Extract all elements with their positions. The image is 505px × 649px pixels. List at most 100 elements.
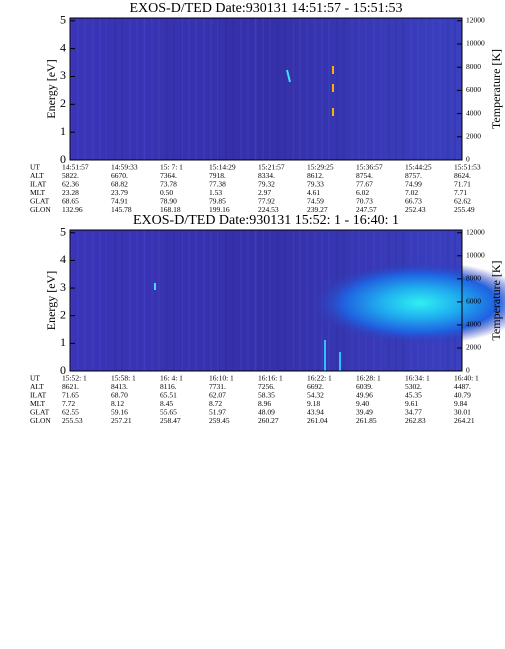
ephemeris-value: 6670. bbox=[111, 171, 128, 180]
y-tick-label: 3 bbox=[60, 280, 66, 294]
ephemeris-value: 0.50 bbox=[160, 188, 173, 197]
ephemeris-value: 239.27 bbox=[307, 205, 328, 214]
y2-tick-label: 4000 bbox=[466, 320, 481, 329]
ephemeris-value: 73.78 bbox=[160, 180, 177, 189]
ephemeris-value: 15:51:53 bbox=[454, 163, 481, 172]
ephemeris-value: 55.65 bbox=[160, 408, 177, 417]
y-tick-label: 4 bbox=[60, 252, 66, 266]
ephemeris-value: 6692. bbox=[307, 382, 324, 391]
y-tick-label: 5 bbox=[60, 225, 66, 239]
ephemeris-value: 247.57 bbox=[356, 205, 377, 214]
ephemeris-value: 16:40: 1 bbox=[454, 374, 479, 383]
y-axis-label: Energy [eV] bbox=[44, 59, 58, 118]
ephemeris-value: 79.85 bbox=[209, 197, 226, 206]
ephemeris-label: UT bbox=[30, 374, 40, 383]
ephemeris-value: 252.43 bbox=[405, 205, 426, 214]
y2-tick-label: 6000 bbox=[466, 297, 481, 306]
ephemeris-value: 15:44:25 bbox=[405, 163, 432, 172]
ephemeris-value: 58.35 bbox=[258, 391, 275, 400]
y2-tick-label: 12000 bbox=[466, 227, 485, 236]
ephemeris-value: 7.02 bbox=[405, 188, 418, 197]
ephemeris-value: 62.36 bbox=[62, 180, 79, 189]
y-tick-label: 5 bbox=[60, 13, 66, 27]
ephemeris-value: 1.53 bbox=[209, 188, 222, 197]
ephemeris-value: 7731. bbox=[209, 382, 226, 391]
ephemeris-value: 14:59:33 bbox=[111, 163, 138, 172]
y2-tick-label: 10000 bbox=[466, 251, 485, 260]
ephemeris-value: 7.72 bbox=[62, 399, 75, 408]
ephemeris-value: 168.18 bbox=[160, 205, 181, 214]
ephemeris-value: 261.85 bbox=[356, 416, 377, 425]
y2-tick-label: 2000 bbox=[466, 132, 481, 141]
ephemeris-value: 77.92 bbox=[258, 197, 275, 206]
y-tick-label: 1 bbox=[60, 335, 66, 349]
ephemeris-value: 260.27 bbox=[258, 416, 279, 425]
ephemeris-label: MLT bbox=[30, 188, 46, 197]
y2-tick-label: 10000 bbox=[466, 39, 485, 48]
y-tick-label: 0 bbox=[60, 363, 66, 377]
ephemeris-value: 258.47 bbox=[160, 416, 181, 425]
y2-tick-label: 0 bbox=[466, 366, 470, 375]
ephemeris-value: 15:14:29 bbox=[209, 163, 236, 172]
ephemeris-value: 59.16 bbox=[111, 408, 128, 417]
ephemeris-value: 262.83 bbox=[405, 416, 426, 425]
ephemeris-value: 8754. bbox=[356, 171, 373, 180]
ephemeris-value: 68.82 bbox=[111, 180, 128, 189]
ephemeris-value: 9.40 bbox=[356, 399, 369, 408]
ephemeris-value: 264.21 bbox=[454, 416, 475, 425]
ephemeris-value: 30.01 bbox=[454, 408, 471, 417]
ephemeris-label: GLAT bbox=[30, 197, 50, 206]
ephemeris-value: 15:52: 1 bbox=[62, 374, 87, 383]
ephemeris-value: 66.73 bbox=[405, 197, 422, 206]
ephemeris-value: 79.33 bbox=[307, 180, 324, 189]
ephemeris-value: 255.53 bbox=[62, 416, 83, 425]
y-axis-label: Energy [eV] bbox=[44, 271, 58, 330]
ephemeris-value: 40.79 bbox=[454, 391, 471, 400]
ephemeris-value: 68.65 bbox=[62, 197, 79, 206]
ephemeris-value: 45.35 bbox=[405, 391, 422, 400]
ephemeris-value: 199.16 bbox=[209, 205, 230, 214]
ephemeris-label: ALT bbox=[30, 171, 44, 180]
chart-title: EXOS-D/TED Date:930131 14:51:57 - 15:51:… bbox=[130, 1, 403, 16]
ephemeris-value: 15: 7: 1 bbox=[160, 163, 183, 172]
ephemeris-value: 16: 4: 1 bbox=[160, 374, 183, 383]
ephemeris-label: MLT bbox=[30, 399, 46, 408]
y-tick-label: 2 bbox=[60, 307, 66, 321]
ephemeris-value: 15:58: 1 bbox=[111, 374, 136, 383]
ephemeris-value: 145.78 bbox=[111, 205, 132, 214]
ephemeris-value: 78.90 bbox=[160, 197, 177, 206]
ephemeris-value: 16:10: 1 bbox=[209, 374, 234, 383]
ephemeris-value: 70.73 bbox=[356, 197, 373, 206]
ephemeris-value: 54.32 bbox=[307, 391, 324, 400]
ephemeris-value: 34.77 bbox=[405, 408, 422, 417]
ephemeris-value: 5302. bbox=[405, 382, 422, 391]
y2-tick-label: 6000 bbox=[466, 85, 481, 94]
ephemeris-value: 8.12 bbox=[111, 399, 124, 408]
ephemeris-value: 9.84 bbox=[454, 399, 467, 408]
chart-title: EXOS-D/TED Date:930131 15:52: 1 - 16:40:… bbox=[133, 213, 399, 228]
ephemeris-value: 15:36:57 bbox=[356, 163, 383, 172]
plot-frame bbox=[69, 17, 463, 161]
y2-axis-label: Temperature [K] bbox=[489, 49, 503, 129]
ephemeris-value: 16:34: 1 bbox=[405, 374, 430, 383]
ephemeris-value: 2.97 bbox=[258, 188, 271, 197]
ephemeris-value: 71.65 bbox=[62, 391, 79, 400]
y-tick-label: 4 bbox=[60, 40, 66, 54]
y2-tick-label: 12000 bbox=[466, 16, 485, 25]
ephemeris-value: 7918. bbox=[209, 171, 226, 180]
ephemeris-value: 8413. bbox=[111, 382, 128, 391]
ephemeris-value: 8624. bbox=[454, 171, 471, 180]
ephemeris-value: 6.02 bbox=[356, 188, 369, 197]
ephemeris-value: 16:16: 1 bbox=[258, 374, 283, 383]
y-tick-label: 3 bbox=[60, 68, 66, 82]
ephemeris-value: 7364. bbox=[160, 171, 177, 180]
y2-tick-label: 8000 bbox=[466, 62, 481, 71]
ephemeris-value: 14:51:57 bbox=[62, 163, 89, 172]
ephemeris-value: 257.21 bbox=[111, 416, 132, 425]
ephemeris-value: 9.18 bbox=[307, 399, 320, 408]
ephemeris-value: 8116. bbox=[160, 382, 177, 391]
ephemeris-value: 74.91 bbox=[111, 197, 128, 206]
ephemeris-value: 23.79 bbox=[111, 188, 128, 197]
ephemeris-value: 132.96 bbox=[62, 205, 83, 214]
